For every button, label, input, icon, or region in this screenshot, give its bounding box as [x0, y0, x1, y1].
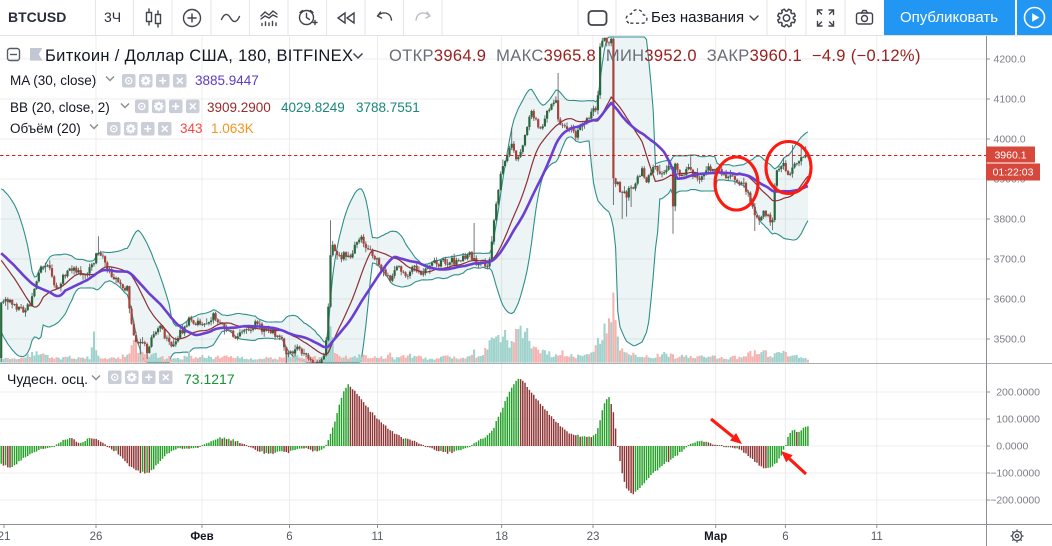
svg-text:200.0000: 200.0000 — [996, 387, 1040, 399]
svg-text:4200.0: 4200.0 — [994, 54, 1026, 66]
svg-text:Мар: Мар — [704, 531, 727, 543]
svg-text:4100.0: 4100.0 — [994, 94, 1026, 106]
svg-text:3700.0: 3700.0 — [994, 254, 1026, 266]
svg-text:−200.0000: −200.0000 — [990, 495, 1040, 507]
svg-text:11: 11 — [372, 531, 384, 543]
svg-text:18: 18 — [495, 531, 508, 543]
svg-text:01:22:03: 01:22:03 — [993, 167, 1034, 179]
svg-text:3600.0: 3600.0 — [994, 294, 1026, 306]
svg-text:0.0000: 0.0000 — [996, 441, 1028, 453]
svg-text:3800.0: 3800.0 — [994, 214, 1026, 226]
svg-text:3500.0: 3500.0 — [994, 334, 1026, 346]
svg-text:21: 21 — [0, 531, 10, 543]
svg-text:3960.1: 3960.1 — [994, 150, 1026, 162]
svg-text:26: 26 — [90, 531, 103, 543]
svg-text:6: 6 — [782, 531, 788, 543]
svg-text:Фев: Фев — [190, 531, 213, 543]
svg-text:6: 6 — [286, 531, 292, 543]
svg-text:11: 11 — [871, 531, 883, 543]
svg-text:4000.0: 4000.0 — [994, 134, 1026, 146]
svg-text:100.0000: 100.0000 — [996, 414, 1040, 426]
svg-text:23: 23 — [587, 531, 600, 543]
svg-text:−100.0000: −100.0000 — [990, 468, 1040, 480]
